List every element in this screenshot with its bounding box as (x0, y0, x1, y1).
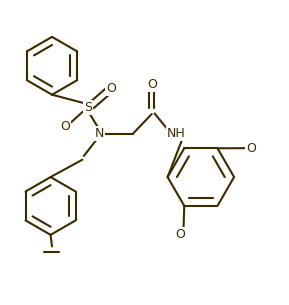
Text: O: O (176, 228, 186, 241)
Text: O: O (247, 142, 256, 155)
Text: NH: NH (167, 127, 186, 140)
Text: O: O (60, 120, 70, 133)
Text: N: N (95, 127, 104, 140)
Text: S: S (84, 101, 92, 114)
Text: O: O (147, 78, 157, 91)
Text: O: O (106, 82, 116, 95)
